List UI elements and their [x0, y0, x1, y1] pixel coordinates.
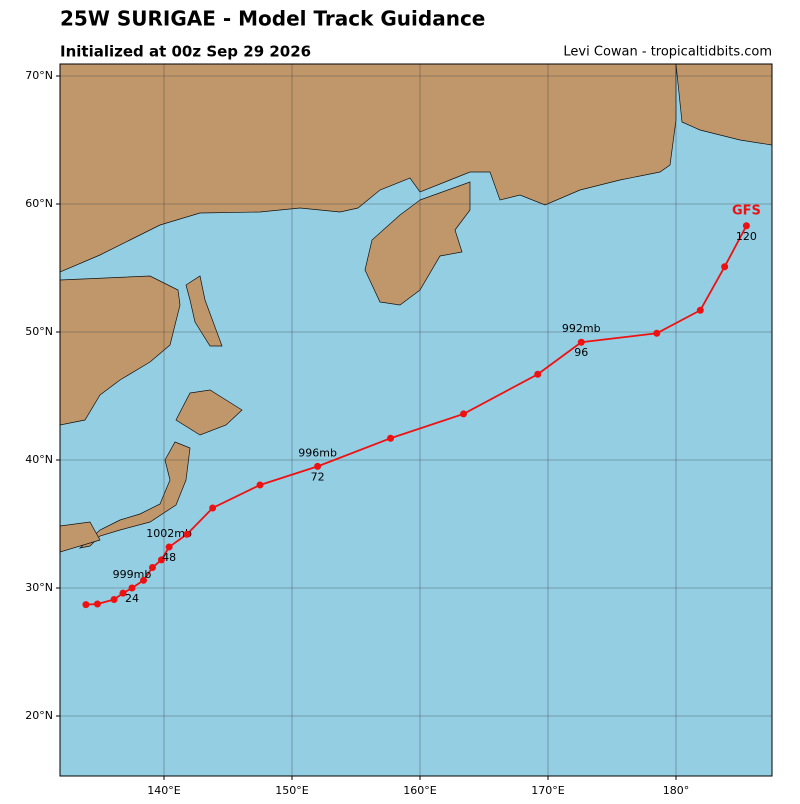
hour-label: 120 [736, 230, 757, 243]
grid [60, 64, 772, 776]
land [175, 389, 243, 436]
x-tick-label: 160°E [403, 784, 436, 797]
series-label: GFS [732, 203, 761, 218]
x-tick-label: 170°E [531, 784, 564, 797]
track-point [209, 504, 217, 512]
y-tick-label: 60°N [25, 197, 53, 210]
track-point [314, 462, 322, 470]
hour-label: 96 [574, 346, 588, 359]
pressure-label: 992mb [562, 322, 601, 335]
track-point [110, 596, 118, 604]
x-tick-label: 140°E [147, 784, 180, 797]
track-point [148, 564, 156, 572]
track-point [82, 601, 90, 609]
track-point [128, 584, 136, 592]
land [60, 521, 101, 553]
y-tick-label: 50°N [25, 325, 53, 338]
x-tick-label: 180° [663, 784, 690, 797]
track-point [653, 329, 661, 337]
subtitle: Initialized at 00z Sep 29 2026 [60, 43, 311, 61]
title: 25W SURIGAE - Model Track Guidance [60, 7, 485, 31]
y-tick-label: 70°N [25, 69, 53, 82]
hour-label: 48 [162, 551, 176, 564]
land [78, 441, 191, 549]
track-point [696, 306, 704, 314]
track-point [165, 543, 173, 551]
track-point [721, 263, 729, 271]
track-point [157, 556, 165, 564]
track-point [534, 370, 542, 378]
track-point [119, 589, 127, 597]
land [60, 64, 677, 273]
land [185, 275, 223, 347]
pressure-label: 1002mb [146, 527, 192, 540]
track-point [93, 600, 101, 608]
pressure-label: 996mb [298, 446, 337, 459]
land [60, 275, 181, 426]
track-point [256, 481, 264, 489]
track-point [140, 576, 148, 584]
hour-label: 24 [125, 592, 139, 605]
track-point [742, 222, 750, 230]
hour-label: 72 [311, 470, 325, 483]
track-point [183, 530, 191, 538]
track-point [387, 434, 395, 442]
track-point [577, 338, 585, 346]
axes: 140°E 150°E 160°E 170°E 180° 20°N 30°N 40°N 50°N… [25, 69, 689, 797]
land [675, 64, 772, 146]
y-tick-label: 40°N [25, 453, 53, 466]
y-tick-label: 30°N [25, 581, 53, 594]
x-tick-label: 150°E [275, 784, 308, 797]
map-frame [59, 63, 773, 777]
y-tick-label: 20°N [25, 709, 53, 722]
track-point [460, 410, 468, 418]
credit: Levi Cowan - tropicaltidbits.com [563, 45, 772, 60]
